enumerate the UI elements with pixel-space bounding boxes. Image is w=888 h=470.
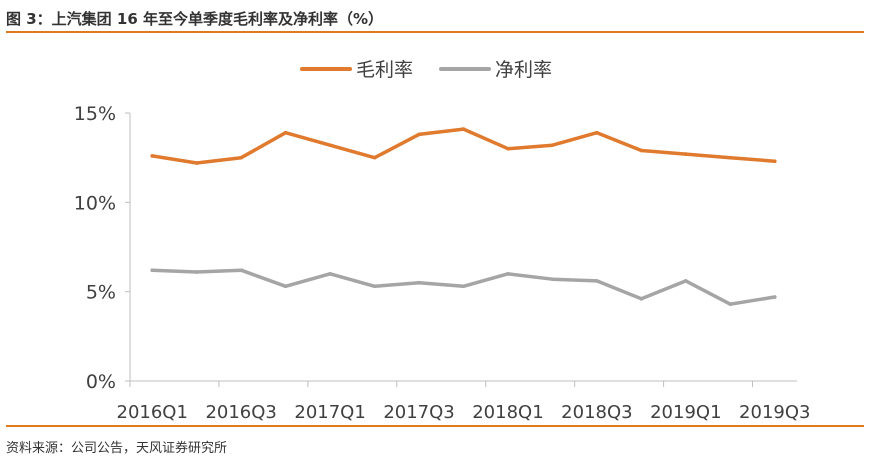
data-point: [283, 284, 288, 289]
legend-label: 毛利率: [356, 59, 413, 81]
data-point: [639, 297, 644, 301]
data-point: [506, 146, 510, 151]
data-point: [239, 268, 243, 273]
data-point: [150, 268, 155, 273]
data-point: [550, 143, 555, 147]
data-point: [684, 279, 688, 283]
y-tick-label: 5%: [86, 282, 116, 304]
title-rule: [6, 31, 864, 33]
data-point: [639, 148, 644, 153]
y-tick-label: 0%: [86, 371, 116, 393]
data-point: [595, 279, 599, 283]
data-point: [772, 159, 777, 164]
y-axis: 0% 5% 10% 15%: [74, 103, 131, 393]
x-tick-label: 2017Q3: [383, 402, 454, 423]
x-tick-label: 2017Q1: [294, 402, 365, 423]
data-point: [328, 272, 332, 276]
data-point: [772, 295, 777, 299]
chart-legend: 毛利率 净利率: [300, 59, 552, 81]
data-point: [461, 284, 466, 289]
data-point: [372, 284, 377, 289]
data-point: [728, 302, 733, 306]
x-tick-label: 2016Q3: [205, 402, 276, 423]
source-rule: [6, 425, 864, 427]
data-point: [239, 155, 243, 160]
series-line-1: [150, 127, 777, 165]
data-point: [150, 154, 155, 158]
data-point: [417, 132, 421, 137]
data-point: [506, 272, 510, 276]
legend-label: 净利率: [495, 59, 552, 81]
data-point: [283, 130, 288, 135]
data-point: [372, 155, 377, 160]
figure-source: 资料来源：公司公告，天风证券研究所: [6, 441, 228, 456]
data-point: [328, 143, 332, 147]
plot-series: [150, 127, 777, 306]
data-point: [194, 161, 199, 165]
data-point: [595, 130, 599, 135]
data-point: [417, 280, 421, 285]
data-point: [461, 127, 466, 131]
x-tick-label: 2019Q3: [739, 402, 810, 423]
data-point: [728, 155, 733, 160]
figure-title: 图 3：上汽集团 16 年至今单季度毛利率及净利率（%）: [6, 10, 384, 28]
data-point: [684, 152, 688, 156]
x-tick-label: 2018Q3: [561, 402, 632, 423]
x-tick-label: 2018Q1: [472, 402, 543, 423]
x-tick-label: 2019Q1: [650, 402, 721, 423]
y-tick-label: 10%: [74, 192, 116, 214]
x-axis: 2016Q1 2016Q3 2017Q1 2017Q3 2018Q1 2018Q3 2019…: [117, 380, 810, 423]
data-point: [194, 270, 199, 274]
data-point: [550, 277, 555, 281]
x-tick-label: 2016Q1: [117, 402, 188, 423]
y-tick-label: 15%: [74, 103, 116, 125]
